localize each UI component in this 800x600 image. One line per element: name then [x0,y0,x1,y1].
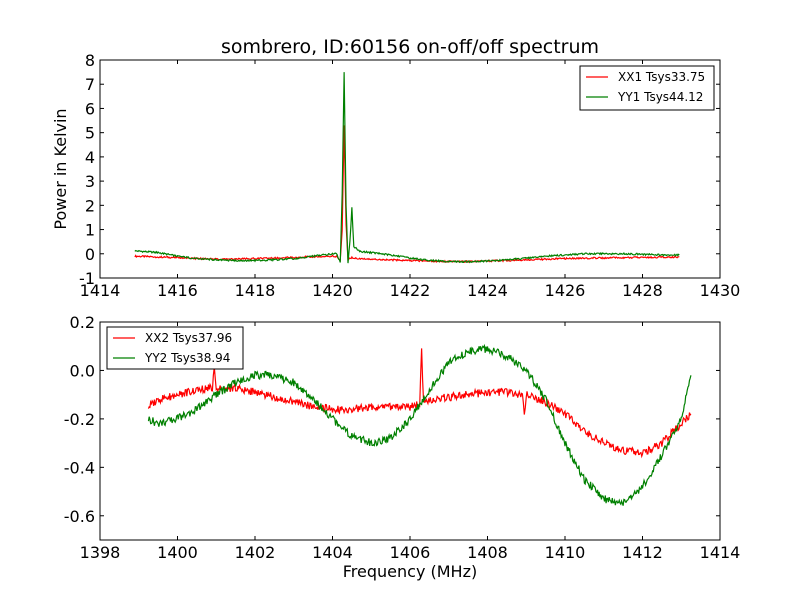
x-tick-label: 1404 [312,543,353,562]
chart-title: sombrero, ID:60156 on-off/off spectrum [221,36,599,58]
y-tick-label: 0.2 [70,313,95,332]
x-tick-label: 1398 [80,543,121,562]
y-tick-label: 8 [85,51,95,70]
y-tick-label: -0.6 [64,507,95,526]
y-tick-label: 0.0 [70,361,95,380]
x-tick-label: 1418 [235,281,276,300]
x-tick-label: 1426 [545,281,586,300]
y-tick-label: -0.2 [64,410,95,429]
legend-label: YY2 Tsys38.94 [144,351,230,365]
x-tick-label: 1402 [235,543,276,562]
y-tick-label: 5 [85,124,95,143]
x-tick-label: 1424 [467,281,508,300]
series-line-top-2 [134,72,680,264]
x-tick-label: 1422 [390,281,431,300]
x-tick-label: 1412 [622,543,663,562]
top-panel: 1414 1416 1418 1420 1422 1424 1426 1428 1430-101… [51,51,740,300]
y-tick-label: 7 [85,75,95,94]
legend-label: YY1 Tsys44.12 [617,90,703,104]
series-line-top-1 [134,125,680,264]
legend-box [106,326,244,370]
x-tick-label: 1430 [700,281,741,300]
x-tick-label: 1414 [700,543,741,562]
x-tick-label: 1420 [312,281,353,300]
legend-label: XX1 Tsys33.75 [618,70,705,84]
y-tick-label: 3 [85,172,95,191]
legend-label: XX2 Tsys37.96 [145,331,232,345]
y-tick-label: 6 [85,99,95,118]
y-tick-label: 1 [85,221,95,240]
y-tick-label: 4 [85,148,95,167]
legend-box [579,65,715,111]
y-tick-label: -1 [79,269,95,288]
x-tick-label: 1414 [80,281,121,300]
x-tick-label: 1406 [390,543,431,562]
bottom-panel: 1398 1400 1402 1404 1406 1408 1410 1412 1414 -0.6… [64,313,741,581]
y-axis-label: Power in Kelvin [51,108,70,229]
x-tick-label: 1400 [157,543,198,562]
y-tick-label: 0 [85,245,95,264]
x-tick-label: 1416 [157,281,198,300]
x-axis-label: Frequency (MHz) [343,562,477,581]
series-line-bottom-2 [147,343,692,506]
y-tick-label: -0.4 [64,458,95,477]
x-tick-label: 1428 [622,281,663,300]
x-tick-label: 1408 [467,543,508,562]
y-tick-label: 2 [85,196,95,215]
x-tick-label: 1410 [545,543,586,562]
